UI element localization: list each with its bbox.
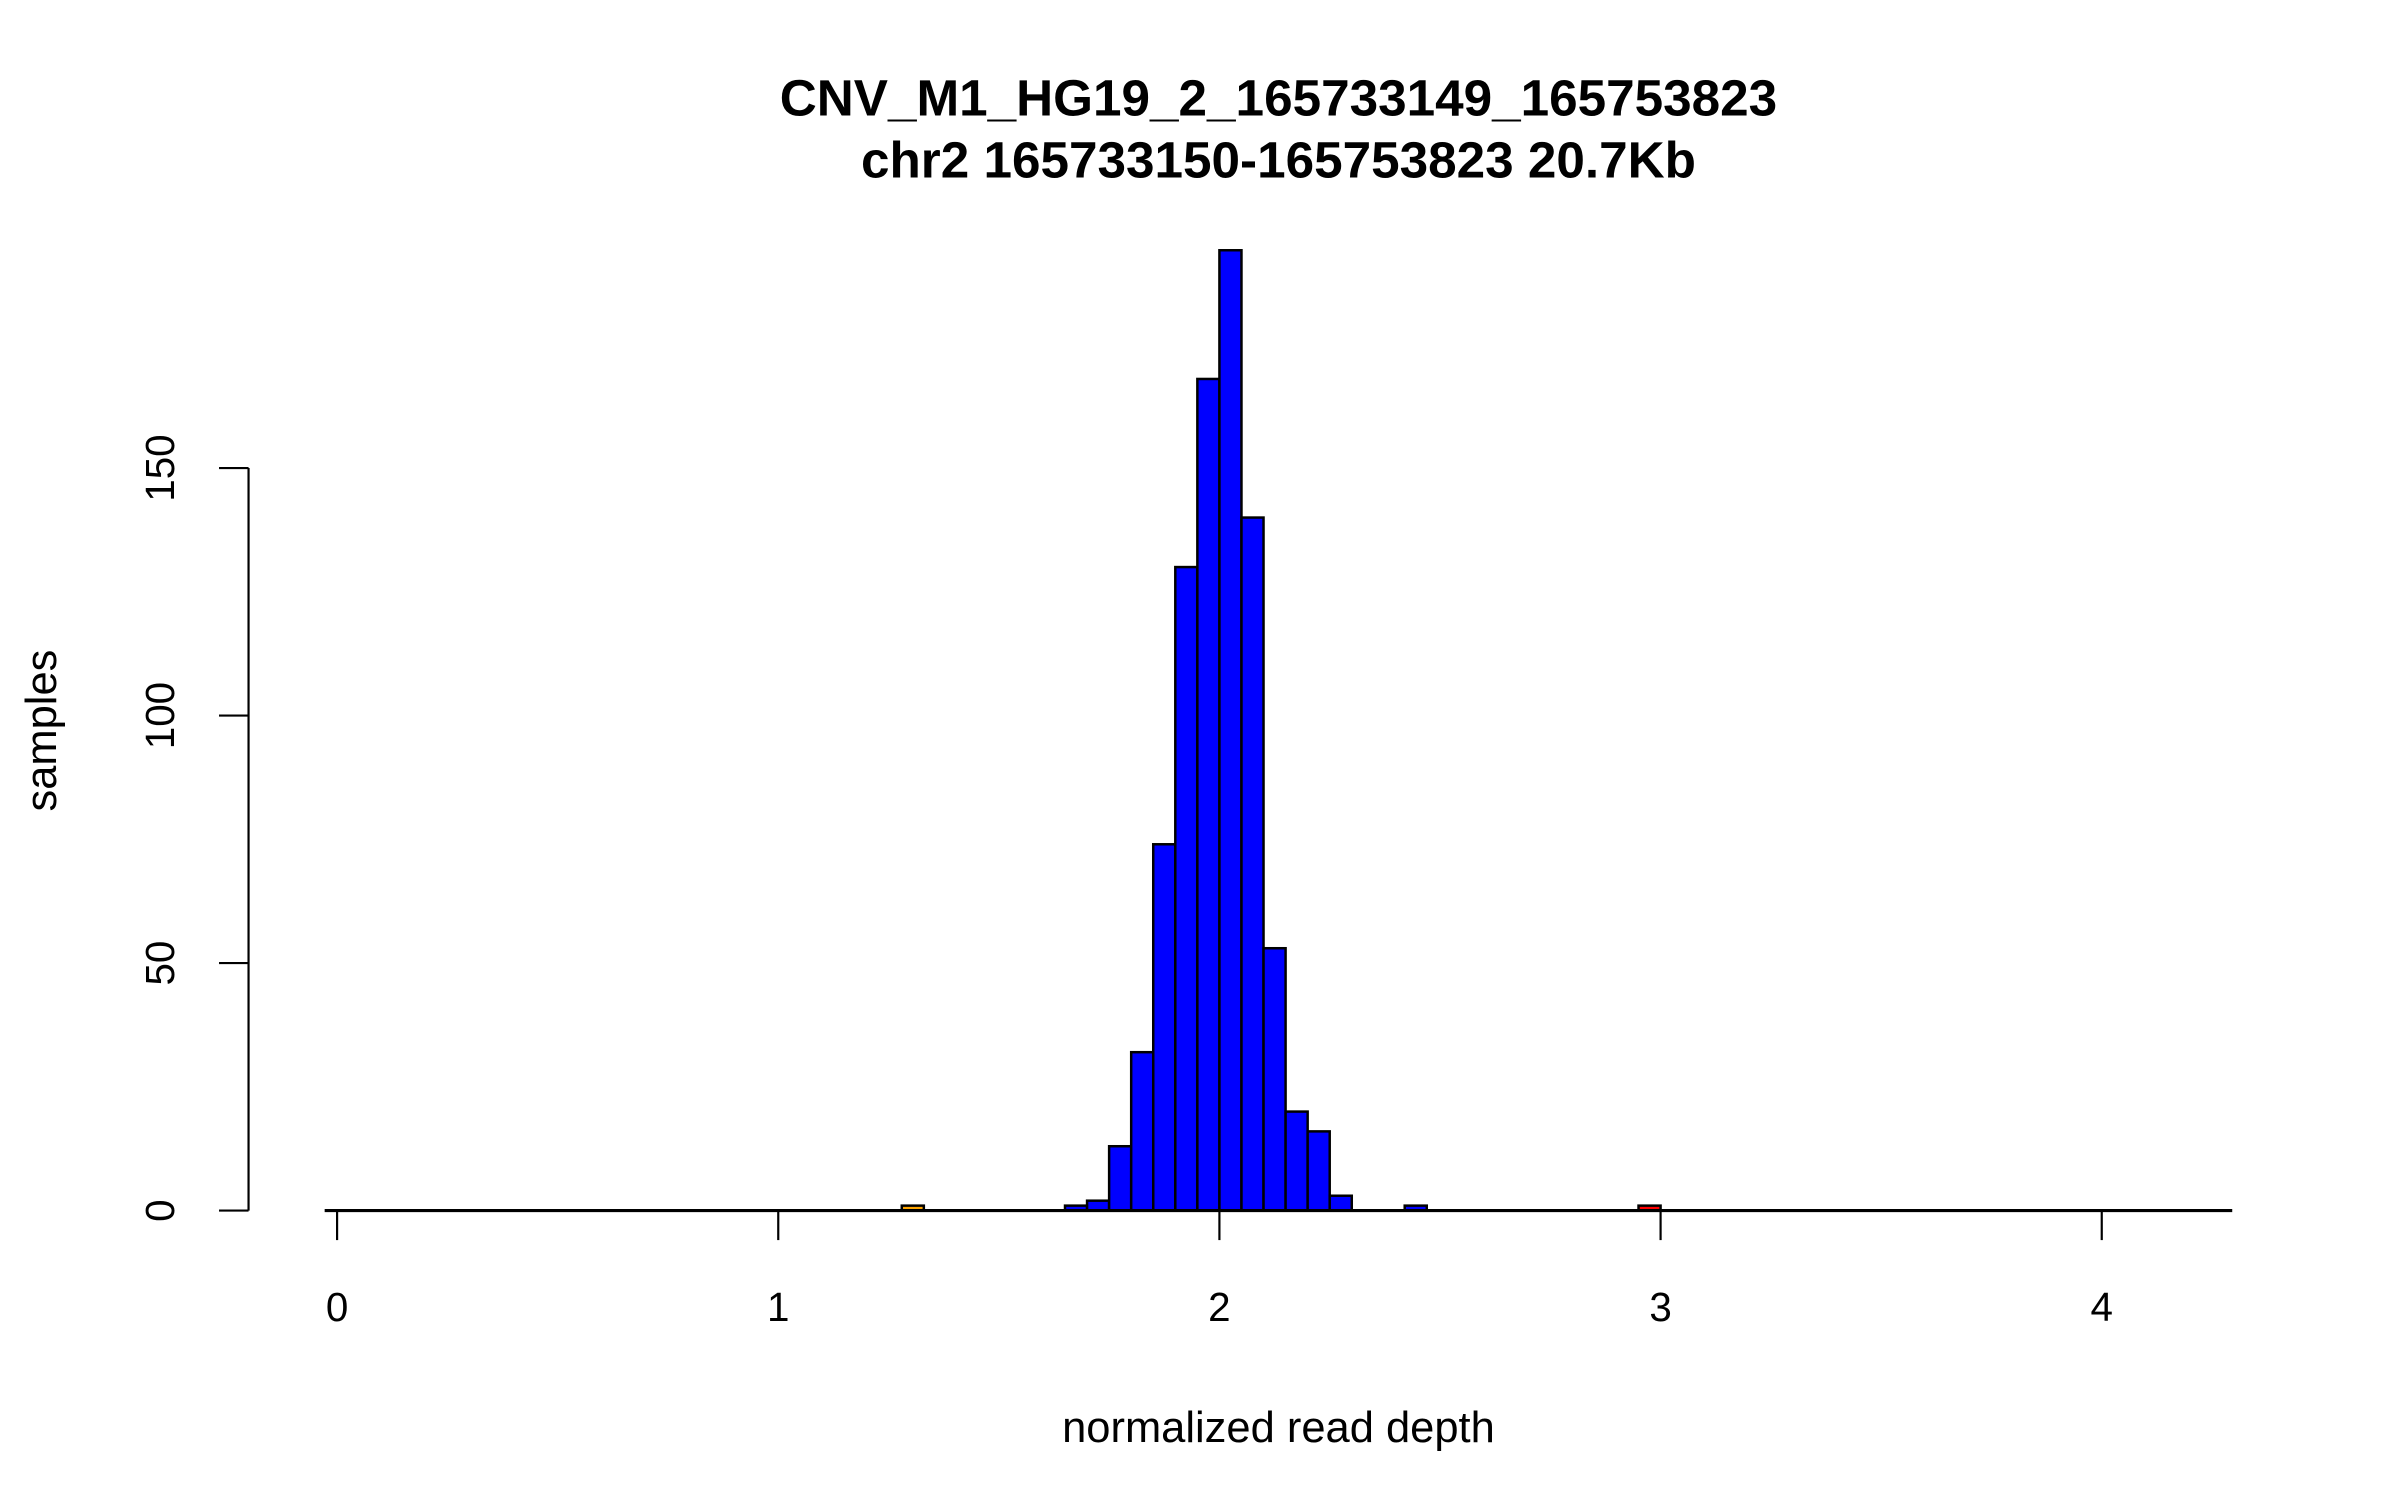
x-tick-label: 4: [2091, 1284, 2113, 1330]
x-tick-label: 0: [326, 1284, 348, 1330]
bar-main: [1107, 1144, 1133, 1212]
bar-main: [1284, 1110, 1309, 1212]
chart-subtitle: chr2 165733150-165753823 20.7Kb: [861, 132, 1696, 189]
bars: [900, 249, 1662, 1212]
bar-main: [1218, 249, 1243, 1212]
bar-main: [1152, 843, 1177, 1212]
bar-main: [1328, 1194, 1354, 1212]
bar-main: [1196, 377, 1221, 1212]
bar-main: [1240, 516, 1265, 1212]
x-tick-label: 3: [1649, 1284, 1671, 1330]
y-tick-label: 100: [137, 682, 183, 749]
bar-main: [1129, 1050, 1155, 1212]
x-tick-label: 1: [767, 1284, 789, 1330]
bar-main: [1174, 565, 1199, 1212]
x-tick-label: 2: [1208, 1284, 1230, 1330]
y-tick-label: 0: [137, 1199, 183, 1221]
chart-title: CNV_M1_HG19_2_165733149_165753823: [780, 69, 1777, 126]
y-axis-label: samples: [18, 650, 66, 812]
y-tick-label: 150: [137, 434, 183, 501]
y-tick-label: 50: [137, 941, 183, 986]
bar-main: [1262, 946, 1287, 1212]
bar-main: [1306, 1130, 1331, 1212]
axes: 0 1 2 3 4 0 50 100 150: [137, 434, 2233, 1330]
x-axis-label: normalized read depth: [1062, 1404, 1495, 1452]
